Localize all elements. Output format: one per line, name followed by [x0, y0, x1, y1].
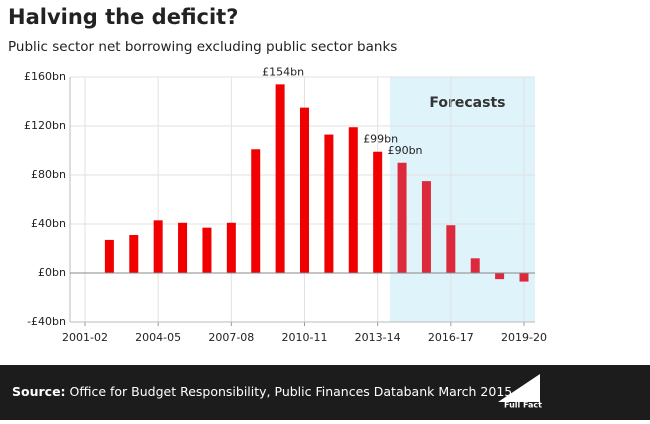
x-tick-label: 2016-17 [428, 331, 474, 344]
chart-title: Halving the deficit? [8, 5, 238, 29]
source-label: Source: [12, 384, 66, 399]
x-tick-label: 2013-14 [355, 331, 401, 344]
value-label: £99bn [363, 133, 398, 146]
bar [104, 239, 114, 273]
plot: Forecasts -£40bn £0bn £40bn £80bn £120bn £160b… [24, 65, 547, 344]
bar [421, 181, 431, 273]
bar [373, 151, 383, 273]
logo: Full Fact [504, 401, 542, 410]
bar [324, 134, 334, 273]
y-tick-label: £80bn [31, 168, 66, 181]
bar [446, 225, 456, 273]
x-tick-label: 2019-20 [501, 331, 547, 344]
bar [519, 273, 529, 282]
bar [275, 84, 285, 273]
bar [300, 107, 309, 273]
value-label: £90bn [388, 144, 423, 157]
bar [178, 222, 188, 273]
y-tick-label: £120bn [24, 119, 66, 132]
bar [251, 149, 261, 273]
source: Source: Office for Budget Responsibility… [12, 384, 512, 399]
bar [495, 273, 505, 280]
y-tick-label: £160bn [24, 70, 66, 83]
source-text: Office for Budget Responsibility, Public… [70, 384, 513, 399]
x-tick-label: 2010-11 [282, 331, 328, 344]
bar [348, 127, 358, 273]
chart-subtitle: Public sector net borrowing excluding pu… [8, 39, 397, 55]
bar [153, 220, 163, 273]
value-label: £154bn [262, 65, 304, 78]
bar [226, 222, 236, 273]
y-tick-label: £40bn [31, 217, 66, 230]
bar [129, 235, 139, 273]
x-tick-label: 2007-08 [208, 331, 254, 344]
logo-shape [498, 374, 540, 402]
x-tick-label: 2001-02 [62, 331, 108, 344]
x-tick-label: 2004-05 [135, 331, 181, 344]
bar [202, 227, 212, 273]
y-tick-label: £0bn [38, 266, 66, 279]
footer-bar [0, 365, 650, 420]
bar [397, 162, 407, 273]
forecast-label: Forecasts [429, 95, 505, 111]
bar [470, 258, 480, 273]
forecast-region [389, 77, 535, 322]
y-tick-label: -£40bn [27, 315, 66, 328]
